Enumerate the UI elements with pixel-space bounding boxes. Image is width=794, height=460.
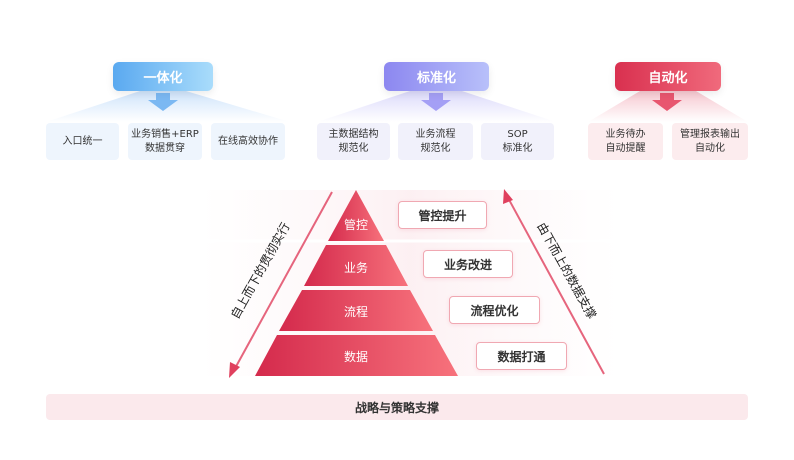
layer-label: 管控提升 bbox=[398, 201, 487, 229]
group-item: 业务待办 自动提醒 bbox=[588, 123, 663, 160]
group-header-standardization: 标准化 bbox=[384, 62, 489, 91]
layer-title: 管控 bbox=[343, 218, 368, 232]
arrow-head-down-icon bbox=[229, 362, 240, 378]
header-label: 标准化 bbox=[416, 71, 456, 86]
layer-label: 业务改进 bbox=[423, 250, 513, 278]
group-item: 入口统一 bbox=[46, 123, 119, 160]
group-item: 主数据结构 规范化 bbox=[317, 123, 390, 160]
top-down-arrow bbox=[232, 191, 333, 373]
arrow-down-icon bbox=[421, 93, 451, 111]
bottom-up-arrow bbox=[506, 195, 605, 375]
group-item: 管理报表输出 自动化 bbox=[672, 123, 748, 160]
header-label: 一体化 bbox=[143, 71, 183, 86]
pyramid-layer-3 bbox=[279, 290, 433, 331]
group-header-automation: 自动化 bbox=[615, 62, 721, 91]
group-header-integration: 一体化 bbox=[113, 62, 213, 91]
group-item: SOP 标准化 bbox=[481, 123, 554, 160]
layer-title: 流程 bbox=[343, 305, 368, 319]
group-item: 业务销售+ERP 数据贯穿 bbox=[128, 123, 202, 160]
arrow-head-up-icon bbox=[503, 189, 513, 204]
foundation-bar: 战略与策略支撑 bbox=[46, 394, 748, 420]
arrow-down-icon bbox=[652, 93, 682, 111]
group-item: 在线高效协作 bbox=[211, 123, 285, 160]
foundation-label: 战略与策略支撑 bbox=[354, 400, 439, 415]
layer-label: 流程优化 bbox=[449, 296, 540, 324]
header-label: 自动化 bbox=[648, 71, 688, 86]
pyramid-layer-2 bbox=[304, 245, 408, 286]
group-item: 业务流程 规范化 bbox=[398, 123, 473, 160]
arrow-down-icon bbox=[148, 93, 178, 111]
pyramid-layer-4 bbox=[255, 335, 458, 376]
layer-title: 业务 bbox=[343, 261, 368, 275]
pyramid-layer-1 bbox=[328, 190, 384, 241]
layer-label: 数据打通 bbox=[476, 342, 567, 370]
layer-title: 数据 bbox=[343, 350, 368, 364]
